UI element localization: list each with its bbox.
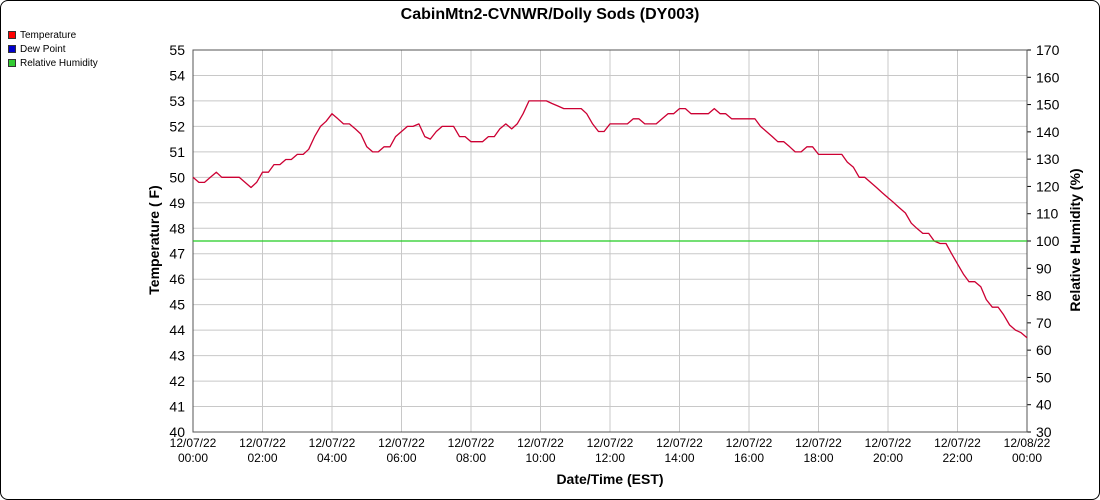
y-tick-label: 54	[169, 67, 185, 83]
y-tick-label: 42	[169, 373, 185, 389]
x-tick-date: 12/08/22	[1004, 436, 1051, 450]
y2-tick-label: 30	[1036, 424, 1052, 440]
y2-tick-label: 90	[1036, 260, 1052, 276]
x-tick-time: 08:00	[456, 451, 486, 465]
series-lines	[192, 100, 1028, 339]
x-tick-time: 04:00	[317, 451, 347, 465]
x-tick-time: 00:00	[178, 451, 208, 465]
y-tick-label: 43	[169, 348, 185, 364]
y2-tick-label: 160	[1036, 69, 1060, 85]
x-tick-time: 06:00	[386, 451, 416, 465]
x-tick-date: 12/07/22	[309, 436, 356, 450]
y2-tick-label: 110	[1036, 206, 1059, 222]
x-tick-time: 12:00	[595, 451, 625, 465]
axes: 40 41 42 43 44 45 46 47 48 49 50 51 52 53 54 55 30 40 50 60…	[169, 42, 1059, 465]
legend-item-dew-point: Dew Point	[8, 42, 98, 56]
y-tick-label: 41	[169, 399, 185, 415]
x-tick-date: 12/07/22	[517, 436, 564, 450]
legend-item-relative-humidity: Relative Humidity	[8, 56, 98, 70]
y-tick-label: 40	[169, 424, 185, 440]
chart-title: CabinMtn2-CVNWR/Dolly Sods (DY003)	[401, 6, 700, 23]
y-tick-label: 47	[169, 246, 185, 262]
y2-tick-label: 80	[1036, 288, 1052, 304]
y-tick-label: 45	[169, 297, 185, 313]
y-tick-label: 49	[169, 195, 185, 211]
x-tick-date: 12/07/22	[656, 436, 703, 450]
y-axis-label: Temperature ( F)	[146, 185, 162, 294]
x-tick-time: 14:00	[664, 451, 694, 465]
y-tick-label: 44	[169, 322, 185, 338]
x-tick-date: 12/07/22	[865, 436, 912, 450]
y-tick-label: 46	[169, 271, 185, 287]
x-tick-date: 12/07/22	[795, 436, 842, 450]
relative-humidity-swatch	[8, 59, 16, 67]
y2-axis-label: Relative Humidity (%)	[1067, 168, 1083, 311]
x-tick-time: 22:00	[942, 451, 972, 465]
y-tick-label: 53	[169, 93, 185, 109]
legend-item-temperature: Temperature	[8, 28, 98, 42]
y2-tick-label: 130	[1036, 151, 1060, 167]
legend-label-relative-humidity: Relative Humidity	[20, 57, 98, 69]
x-tick-time: 00:00	[1012, 451, 1042, 465]
y2-tick-label: 170	[1036, 42, 1060, 58]
y2-tick-label: 120	[1036, 178, 1060, 194]
dew-point-swatch	[8, 45, 16, 53]
x-tick-time: 10:00	[525, 451, 555, 465]
y-tick-label: 48	[169, 220, 185, 236]
y2-tick-label: 150	[1036, 97, 1060, 113]
temperature-swatch	[8, 31, 16, 39]
x-tick-date: 12/07/22	[587, 436, 634, 450]
x-tick-time: 18:00	[803, 451, 833, 465]
y2-tick-label: 70	[1036, 315, 1052, 331]
x-tick-date: 12/07/22	[448, 436, 495, 450]
y2-tick-label: 60	[1036, 342, 1052, 358]
x-tick-date: 12/07/22	[170, 436, 217, 450]
legend-label-dew-point: Dew Point	[20, 43, 66, 55]
y2-tick-label: 50	[1036, 369, 1052, 385]
x-tick-date: 12/07/22	[934, 436, 981, 450]
y2-tick-label: 140	[1036, 124, 1060, 140]
x-tick-time: 20:00	[873, 451, 903, 465]
y2-tick-label: 100	[1036, 233, 1060, 249]
x-tick-date: 12/07/22	[239, 436, 286, 450]
y-tick-label: 55	[169, 42, 185, 58]
temperature-line	[192, 100, 1028, 339]
x-tick-time: 16:00	[734, 451, 764, 465]
x-tick-time: 02:00	[247, 451, 277, 465]
y2-tick-label: 40	[1036, 397, 1052, 413]
y-tick-label: 50	[169, 169, 185, 185]
y-tick-label: 52	[169, 118, 185, 134]
y-tick-label: 51	[169, 144, 185, 160]
x-axis-label: Date/Time (EST)	[556, 471, 663, 487]
legend: Temperature Dew Point Relative Humidity	[8, 28, 98, 70]
legend-label-temperature: Temperature	[20, 29, 77, 41]
x-tick-date: 12/07/22	[726, 436, 773, 450]
x-tick-date: 12/07/22	[378, 436, 425, 450]
